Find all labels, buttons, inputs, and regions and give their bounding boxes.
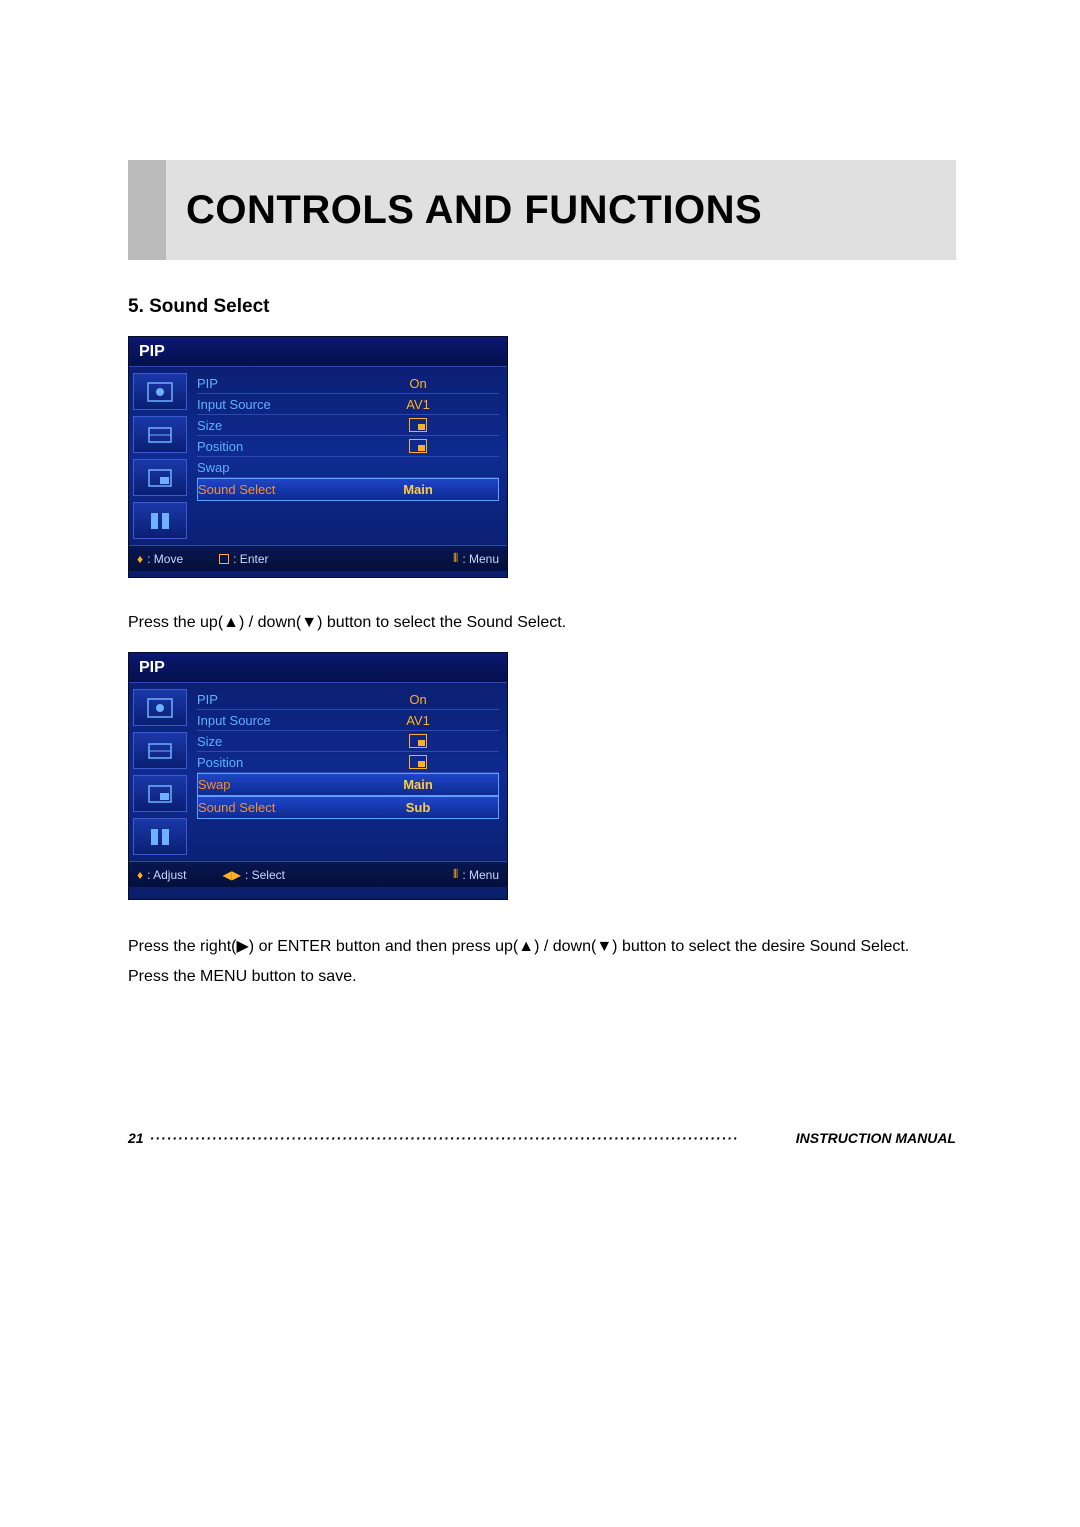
osd-body: PIPOnInput SourceAV1SizePositionSwapMain… xyxy=(129,683,507,861)
help-enter-label: : Enter xyxy=(233,552,268,566)
osd-sidebar xyxy=(129,367,191,545)
menu-row: SwapMain xyxy=(197,773,499,796)
menu-row-label: Sound Select xyxy=(198,800,338,815)
section-heading: 5. Sound Select xyxy=(128,296,269,318)
menu-row-value xyxy=(337,418,499,433)
help-enter: : Enter xyxy=(219,552,268,566)
pip-icon xyxy=(133,775,187,812)
osd-body: PIPOnInput SourceAV1SizePositionSwapSoun… xyxy=(129,367,507,545)
menu-row-label: Swap xyxy=(198,777,338,792)
help-select-label: : Select xyxy=(245,868,285,882)
osd-title: PIP xyxy=(129,337,507,367)
pip-icon xyxy=(133,459,187,496)
menu-row: Position xyxy=(197,436,499,457)
menu-row-value xyxy=(337,755,499,770)
help-select: ◀▶ : Select xyxy=(222,868,285,882)
menu-row-value: On xyxy=(337,692,499,707)
menu-icon: ⦀ xyxy=(453,867,458,882)
menu-row-label: Sound Select xyxy=(198,482,338,497)
screen-icon xyxy=(133,416,187,453)
menu-row: Sound SelectMain xyxy=(197,478,499,501)
osd-helpbar: ♦ : Move : Enter ⦀ : Menu xyxy=(129,545,507,571)
picture-icon xyxy=(133,373,187,410)
help-move-label: : Move xyxy=(147,552,183,566)
menu-row: PIPOn xyxy=(197,689,499,710)
menu-row: PIPOn xyxy=(197,373,499,394)
updown-icon: ♦ xyxy=(137,868,143,882)
position-br-icon xyxy=(409,755,427,769)
menu-row-value xyxy=(337,734,499,749)
menu-row-value: Main xyxy=(338,777,498,792)
leftright-icon: ◀▶ xyxy=(222,868,240,882)
enter-icon xyxy=(219,554,229,564)
instruction-block-2: Press the right(▶) or ENTER button and t… xyxy=(128,932,956,993)
size-small-icon xyxy=(409,418,427,432)
help-menu: ⦀ : Menu xyxy=(453,551,499,566)
banner-accent-bar xyxy=(128,160,166,260)
help-menu-label: : Menu xyxy=(462,868,499,882)
menu-row-label: Position xyxy=(197,439,337,454)
menu-row-label: PIP xyxy=(197,692,337,707)
menu-row-label: Input Source xyxy=(197,397,337,412)
page-footer: 21 ·····································… xyxy=(128,1130,956,1146)
menu-icon: ⦀ xyxy=(453,551,458,566)
menu-row: Swap xyxy=(197,457,499,478)
screen-icon xyxy=(133,732,187,769)
setup-icon xyxy=(133,502,187,539)
osd-screenshot-2: PIP PIPOnInput SourceAV1SizePositionSwap… xyxy=(128,652,508,900)
menu-row-value: AV1 xyxy=(337,713,499,728)
menu-row: Position xyxy=(197,752,499,773)
help-adjust-label: : Adjust xyxy=(147,868,186,882)
osd-title: PIP xyxy=(129,653,507,683)
menu-row-label: Size xyxy=(197,418,337,433)
menu-row-label: Position xyxy=(197,755,337,770)
instruction-text-2: Press the right(▶) or ENTER button and t… xyxy=(128,932,956,962)
footer-manual-label: INSTRUCTION MANUAL xyxy=(796,1130,956,1146)
menu-row: Size xyxy=(197,415,499,436)
section-banner: CONTROLS AND FUNCTIONS xyxy=(128,160,956,260)
menu-row-value xyxy=(337,439,499,454)
manual-page: CONTROLS AND FUNCTIONS 5. Sound Select P… xyxy=(0,0,1080,1527)
osd-screenshot-1: PIP PIPOnInput SourceAV1SizePositionSwap… xyxy=(128,336,508,578)
picture-icon xyxy=(133,689,187,726)
footer-dots: ········································… xyxy=(150,1130,790,1146)
menu-row: Size xyxy=(197,731,499,752)
help-menu: ⦀ : Menu xyxy=(453,867,499,882)
help-adjust: ♦ : Adjust xyxy=(137,868,186,882)
osd-helpbar: ♦ : Adjust ◀▶ : Select ⦀ : Menu xyxy=(129,861,507,887)
menu-row-label: PIP xyxy=(197,376,337,391)
menu-row: Sound SelectSub xyxy=(197,796,499,819)
banner-title: CONTROLS AND FUNCTIONS xyxy=(186,188,762,233)
page-number: 21 xyxy=(128,1130,144,1146)
instruction-text-1: Press the up(▲) / down(▼) button to sele… xyxy=(128,608,956,638)
menu-row-label: Size xyxy=(197,734,337,749)
instruction-text-3: Press the MENU button to save. xyxy=(128,962,956,992)
menu-row-value: Main xyxy=(338,482,498,497)
updown-icon: ♦ xyxy=(137,552,143,566)
menu-row-value: On xyxy=(337,376,499,391)
size-small-icon xyxy=(409,734,427,748)
position-br-icon xyxy=(409,439,427,453)
setup-icon xyxy=(133,818,187,855)
menu-row-label: Input Source xyxy=(197,713,337,728)
osd-menu-list: PIPOnInput SourceAV1SizePositionSwapMain… xyxy=(191,683,507,861)
osd-sidebar xyxy=(129,683,191,861)
menu-row-value: AV1 xyxy=(337,397,499,412)
menu-row-value: Sub xyxy=(338,800,498,815)
menu-row-label: Swap xyxy=(197,460,337,475)
help-move: ♦ : Move xyxy=(137,552,183,566)
help-menu-label: : Menu xyxy=(462,552,499,566)
osd-menu-list: PIPOnInput SourceAV1SizePositionSwapSoun… xyxy=(191,367,507,545)
menu-row: Input SourceAV1 xyxy=(197,394,499,415)
menu-row: Input SourceAV1 xyxy=(197,710,499,731)
